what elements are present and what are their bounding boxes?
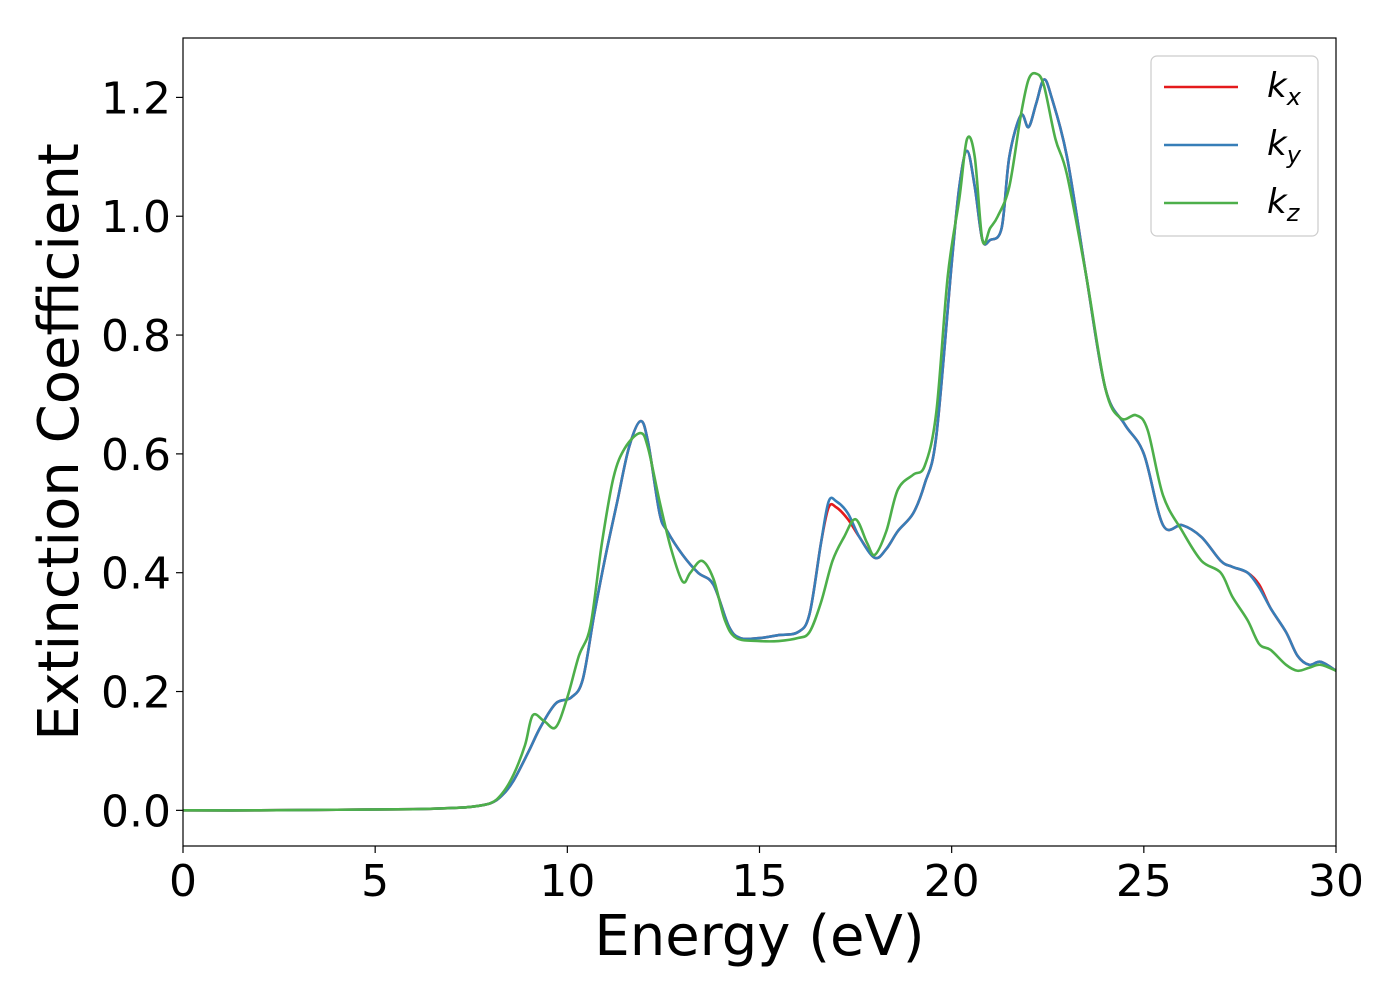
series-lines [182, 71, 1337, 812]
y-axis-title: Extinction Coefficient [27, 143, 92, 741]
x-tick-label: 20 [924, 856, 980, 907]
y-tick-label: 0.2 [101, 668, 171, 719]
legend: kx ky kz [1150, 55, 1319, 237]
x-tick-label: 15 [732, 856, 788, 907]
x-tick-label: 0 [169, 856, 197, 907]
y-tick-label: 0.8 [101, 311, 171, 362]
series-line-kz [182, 71, 1337, 812]
x-tick-label: 25 [1116, 856, 1172, 907]
y-tick-label: 0.4 [101, 549, 171, 600]
series-line-ky [182, 78, 1337, 812]
y-tick-label: 0.0 [101, 786, 171, 837]
y-tick-label: 0.6 [101, 430, 171, 481]
y-tick-label: 1.0 [101, 192, 171, 243]
x-tick-label: 30 [1308, 856, 1364, 907]
x-tick-label: 5 [361, 856, 389, 907]
x-tick-label: 10 [539, 856, 595, 907]
legend-label-kx: kx [1267, 66, 1302, 111]
x-axis-title: Energy (eV) [594, 904, 924, 969]
legend-label-ky: ky [1267, 124, 1302, 169]
y-tick-label: 1.2 [101, 73, 171, 124]
legend-label-kz: kz [1267, 182, 1301, 227]
axis-ticks: 0 5 10 15 20 25 30 0.0 0.2 0.4 0.6 0.8 1.0 1.2 [101, 73, 1364, 907]
